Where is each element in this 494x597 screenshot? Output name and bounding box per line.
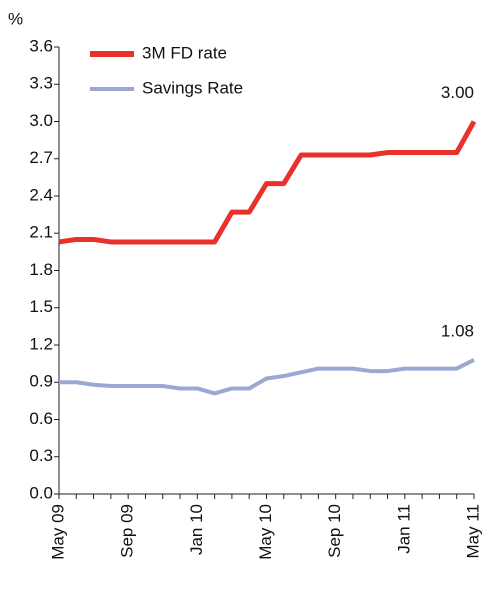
y-tick-label: 2.1 [29,223,53,242]
y-tick-label: 2.4 [29,185,53,204]
x-tick-label: Sep 09 [118,504,137,558]
x-tick-label: Jan 10 [187,504,206,555]
legend-label: Savings Rate [142,78,243,97]
y-tick-label: 3.6 [29,36,53,55]
series-line [58,120,477,245]
y-tick-label: 2.7 [29,148,53,167]
y-tick-label: 0.6 [29,409,53,428]
y-axis-label: % [8,9,23,28]
y-tick-label: 0.0 [29,483,53,502]
y-tick-label: 3.3 [29,74,53,93]
x-tick-label: Sep 10 [325,504,344,558]
x-tick-label: May 09 [48,504,67,560]
value-label: 3.00 [441,83,474,102]
legend-label: 3M FD rate [142,43,227,62]
y-tick-label: 1.2 [29,334,53,353]
x-tick-label: Jan 11 [394,504,413,554]
y-tick-label: 1.5 [29,297,53,316]
x-tick-label: May 11 [463,504,482,559]
value-label: 1.08 [441,321,474,340]
y-tick-label: 0.9 [29,372,53,391]
x-tick-label: May 10 [256,504,275,560]
series-line [59,358,475,396]
y-tick-label: 1.8 [29,260,53,279]
y-tick-label: 3.0 [29,111,53,130]
y-tick-label: 0.3 [29,446,53,465]
